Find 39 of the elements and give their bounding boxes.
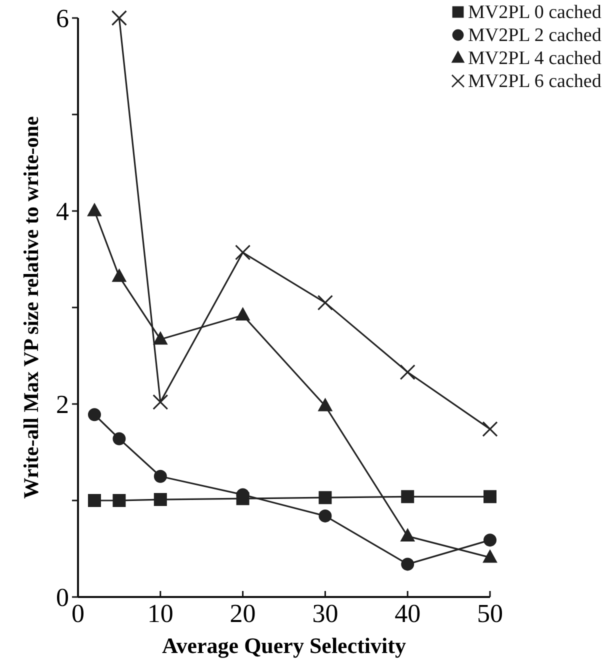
- point: [154, 470, 167, 483]
- y-tick-label: 6: [56, 4, 69, 34]
- point: [318, 509, 332, 522]
- point: [88, 494, 101, 507]
- point: [484, 490, 496, 504]
- x-axis-title: Average Query Selectivity: [162, 633, 406, 658]
- x-tick-label: 10: [147, 599, 174, 628]
- point: [152, 394, 168, 410]
- point: [318, 398, 332, 412]
- point: [401, 490, 414, 504]
- point: [318, 491, 332, 504]
- point: [235, 244, 251, 260]
- point: [482, 550, 498, 563]
- point: [111, 10, 127, 26]
- point: [112, 494, 126, 507]
- point: [153, 332, 168, 345]
- point: [401, 558, 414, 571]
- legend-label: MV2PL 4 cached: [468, 48, 602, 69]
- legend-label: MV2PL 6 cached: [468, 71, 602, 92]
- point: [236, 308, 250, 321]
- point: [484, 534, 496, 547]
- point: [400, 528, 415, 542]
- x-tick-label: 20: [230, 599, 256, 628]
- x-tick-label: 30: [312, 599, 338, 628]
- point: [112, 432, 126, 446]
- x-tick-label: 50: [477, 599, 503, 628]
- point: [87, 203, 102, 216]
- y-axis-title: Write-all Max VP size relative to write-one: [19, 116, 43, 499]
- y-tick-label: 2: [56, 390, 69, 420]
- point: [112, 268, 126, 282]
- point: [400, 364, 416, 380]
- legend-label: MV2PL 2 cached: [468, 25, 602, 46]
- point: [154, 493, 167, 506]
- point: [482, 421, 498, 437]
- x-tick-label: 40: [394, 599, 421, 628]
- legend-label: MV2PL 0 cached: [468, 2, 602, 23]
- y-tick-label: 4: [56, 197, 69, 226]
- point: [88, 408, 101, 422]
- point: [317, 294, 333, 310]
